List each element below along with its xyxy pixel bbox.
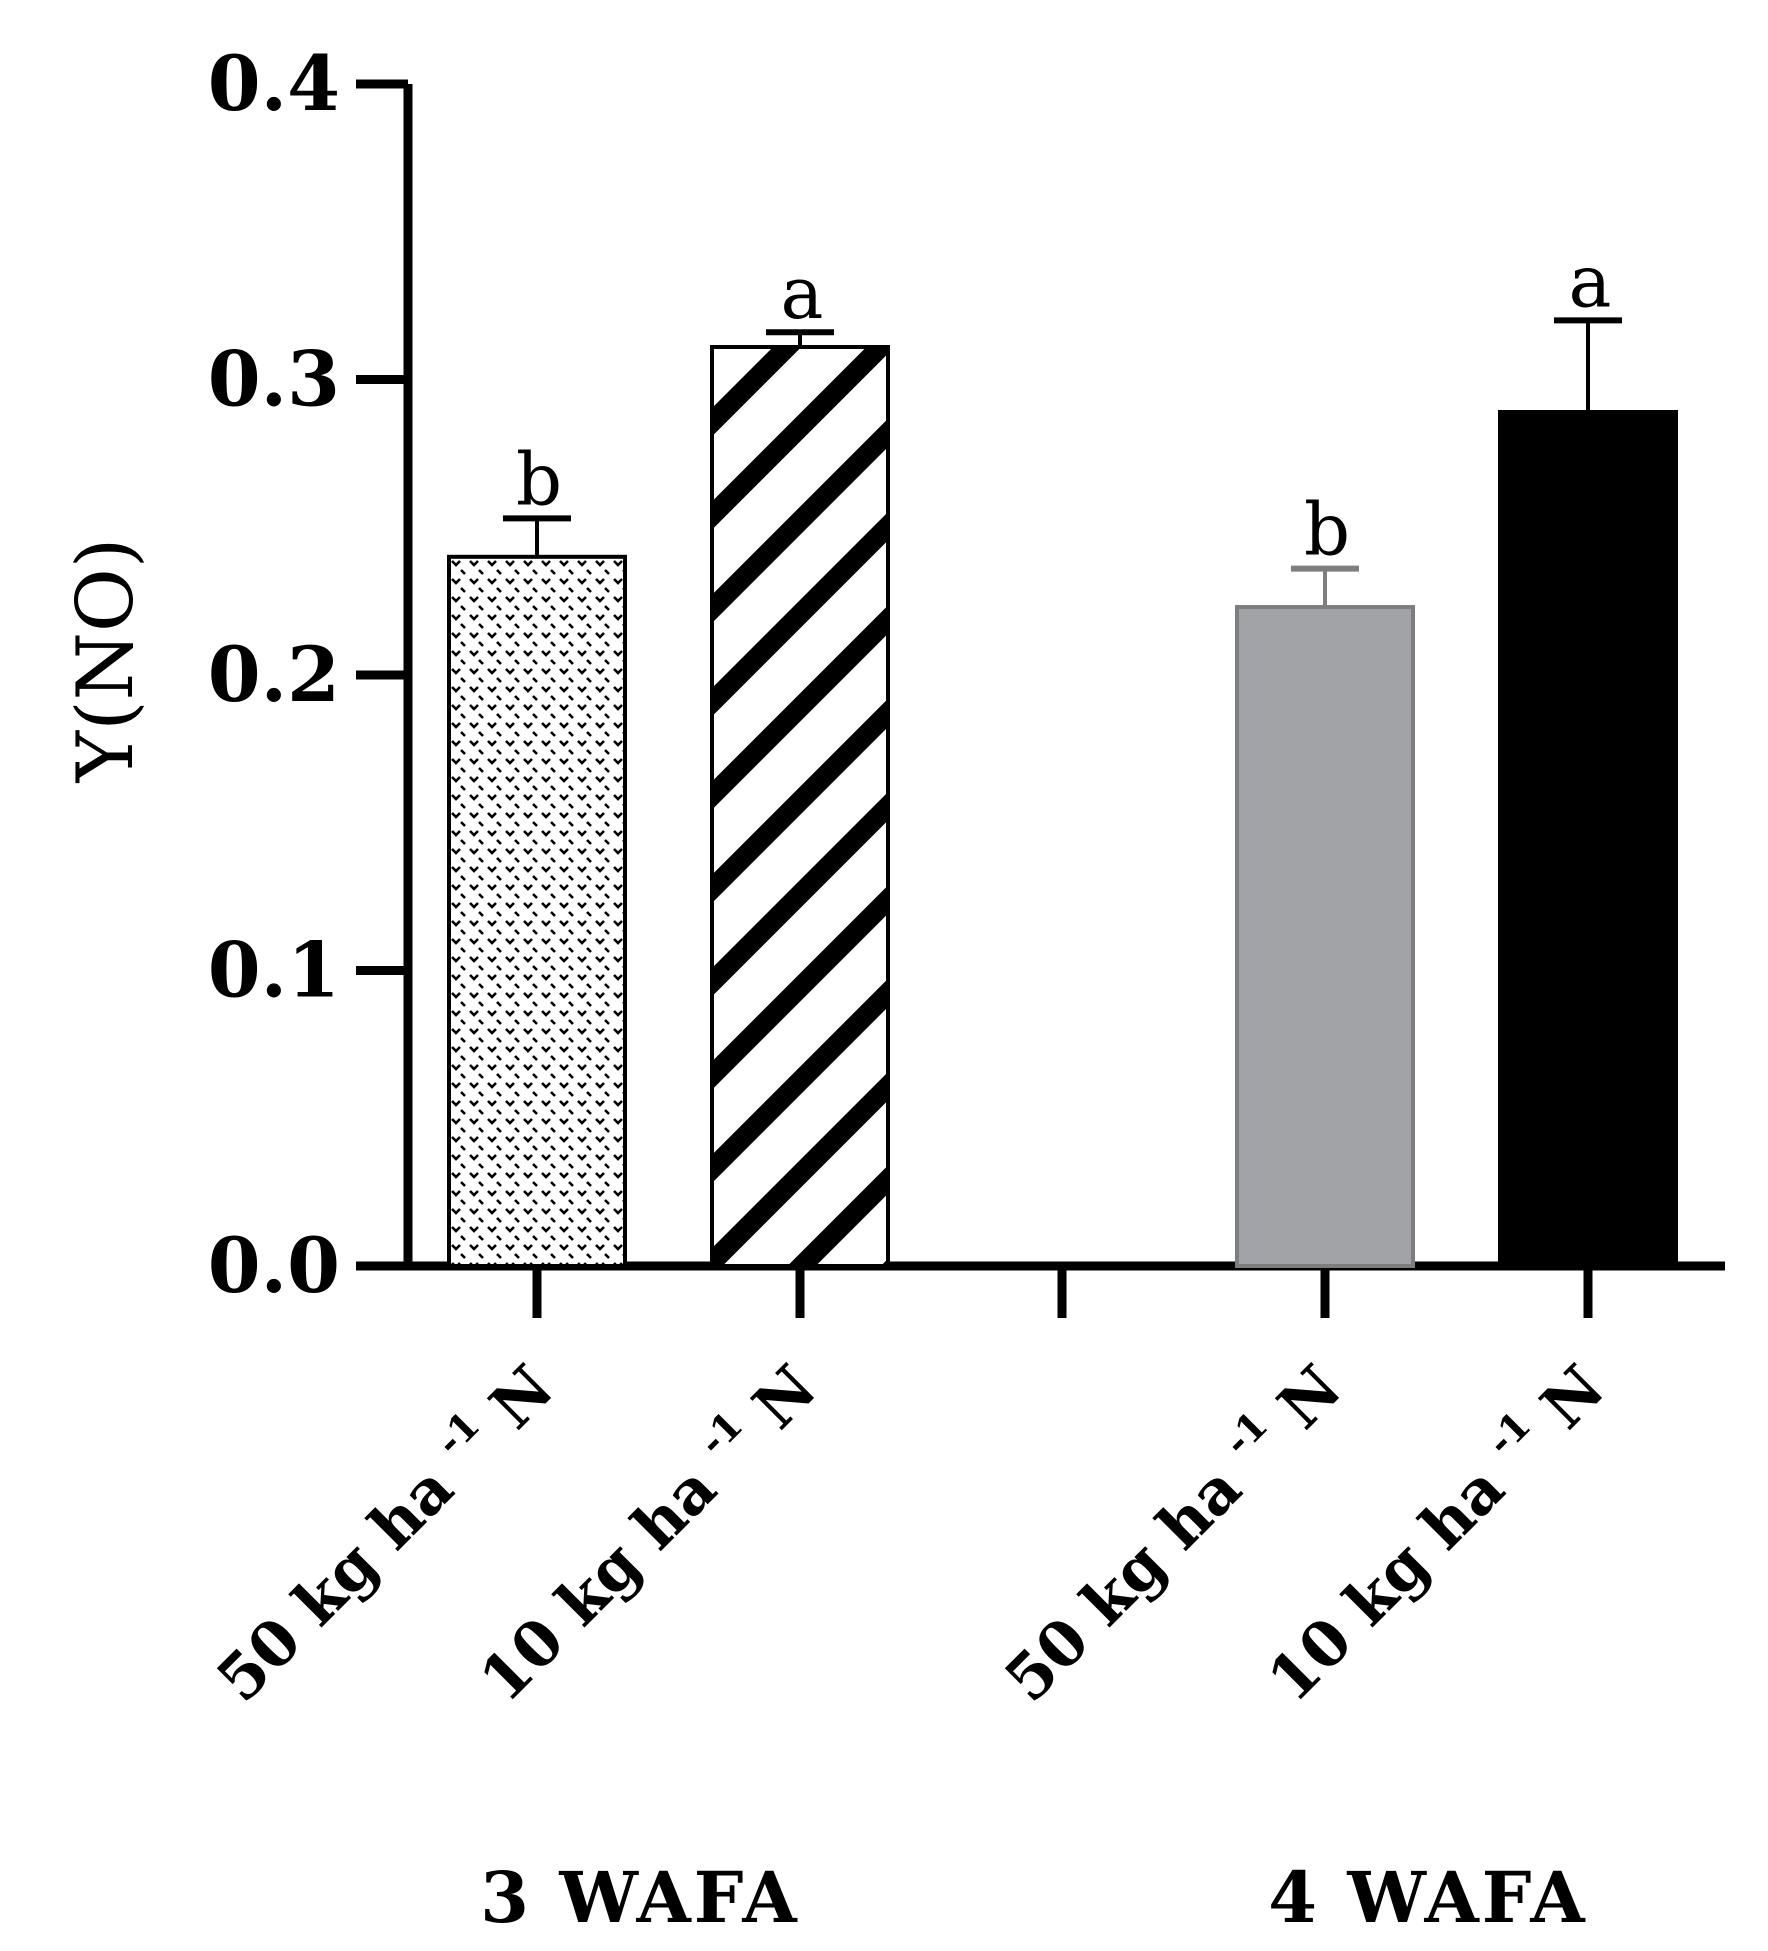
significance-letter: b <box>1304 488 1350 572</box>
y-tick-label: 0.1 <box>208 926 340 1015</box>
x-axis-ticks <box>532 1266 1593 1318</box>
significance-letter: a <box>781 251 824 335</box>
bar <box>710 344 890 1268</box>
group-label-3-wafa: 3 WAFA <box>480 1856 799 1939</box>
bar <box>1498 410 1678 1268</box>
y-axis-title: Y(NO) <box>61 538 151 784</box>
group-label-4-wafa: 4 WAFA <box>1268 1856 1587 1939</box>
y-tick-label: 0.4 <box>208 39 340 128</box>
category-labels: 50 kg ha -1 N10 kg ha -1 N50 kg ha -1 N1… <box>203 1351 1619 1716</box>
significance-letter: b <box>516 437 562 521</box>
y-tick-label: 0.2 <box>208 630 340 719</box>
bar <box>1235 605 1415 1268</box>
bars: b a b a <box>447 239 1678 1268</box>
x-axis <box>356 1261 1725 1318</box>
y-axis: 0.0 0.1 0.2 0.3 0.4 <box>208 39 413 1310</box>
y-tick-label: 0.3 <box>208 335 340 424</box>
y-tick-label: 0.0 <box>208 1221 340 1310</box>
y-axis-ticks: 0.0 0.1 0.2 0.3 0.4 <box>208 39 408 1310</box>
bar <box>447 554 627 1268</box>
significance-letter: a <box>1569 239 1612 323</box>
